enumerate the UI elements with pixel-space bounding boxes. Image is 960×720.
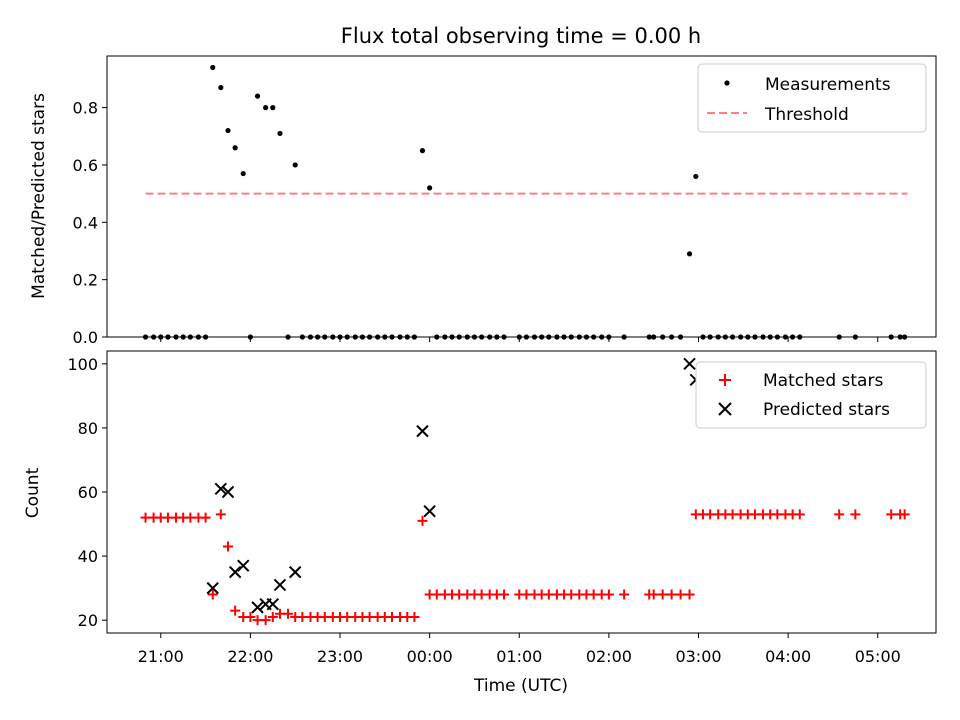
bottom-y-tick-label: 60	[78, 483, 98, 502]
matched-star-point	[619, 589, 630, 600]
measurement-point	[270, 105, 276, 111]
matched-star-point	[215, 509, 226, 520]
matched-star-point	[260, 615, 271, 626]
matched-star-point	[666, 589, 677, 600]
legend-matched-label: Matched stars	[763, 371, 883, 391]
measurement-point	[263, 105, 269, 111]
predicted-star-point	[683, 357, 696, 371]
legend-measurements-marker	[724, 80, 730, 86]
bottom-x-ticks: 21:00 22:00 23:00 00:00 01:00 02:00 03:00 04:00…	[138, 633, 901, 666]
top-legend-frame	[697, 63, 927, 133]
matched-star-point	[657, 589, 668, 600]
measurement-point	[292, 162, 298, 168]
predicted-star-point	[288, 565, 302, 579]
chart-title: Flux total observing time = 0.00 h	[341, 24, 701, 48]
matched-star-point	[684, 589, 695, 600]
top-x-ticks	[160, 337, 879, 342]
measurement-point	[419, 148, 426, 154]
predicted-star-point	[266, 597, 280, 611]
bottom-y-tick-label: 20	[78, 611, 98, 630]
legend-threshold-label: Threshold	[764, 105, 849, 125]
bottom-x-tick-label: 01:00	[496, 647, 542, 666]
bottom-y-tick-label: 40	[78, 547, 98, 566]
bottom-x-tick-label: 04:00	[765, 647, 811, 666]
top-y-ticks: 0.0 0.2 0.4 0.6 0.8	[73, 99, 107, 347]
matched-star-point	[409, 611, 420, 622]
matched-star-point	[899, 509, 910, 520]
measurement-point	[225, 127, 231, 134]
matched-star-point	[675, 589, 686, 600]
bottom-x-tick-label: 05:00	[855, 647, 901, 666]
measurement-point	[686, 251, 693, 257]
top-y-axis-label: Matched/Predicted stars	[29, 93, 49, 299]
measurement-point	[427, 185, 433, 191]
legend-measurements-label: Measurements	[765, 75, 891, 95]
top-y-tick-label: 0.4	[73, 213, 98, 232]
bottom-x-tick-label: 22:00	[227, 647, 273, 666]
matched-star-point	[417, 515, 428, 526]
measurement-point	[232, 145, 238, 151]
bottom-y-ticks: 20 40 60 80 100	[67, 355, 107, 630]
bottom-x-tick-label: 00:00	[407, 647, 453, 666]
bottom-panel: 20 40 60 80 100 21:00 22:00 23:00 00:00 01:00 02:…	[23, 350, 937, 696]
top-y-tick-label: 0.6	[73, 156, 98, 175]
matched-star-point	[648, 589, 659, 600]
matched-star-point	[834, 509, 845, 520]
matched-star-point	[886, 509, 897, 520]
bottom-x-tick-label: 23:00	[317, 647, 363, 666]
measurement-point	[693, 173, 699, 180]
matched-star-point	[794, 509, 805, 520]
matched-star-point	[245, 611, 256, 622]
matched-star-point	[603, 589, 614, 600]
predicted-star-point	[251, 601, 264, 614]
measurement-point	[277, 130, 283, 137]
top-y-tick-label: 0.8	[73, 99, 98, 118]
measurement-point	[240, 170, 246, 177]
matched-star-point	[222, 541, 233, 552]
predicted-star-point	[273, 578, 287, 592]
top-axes-frame	[106, 55, 937, 338]
matched-star-point	[207, 589, 218, 600]
predicted-star-point	[206, 581, 219, 595]
measurement-point	[210, 64, 216, 71]
bottom-axes-frame	[106, 350, 937, 634]
bottom-x-axis-label: Time (UTC)	[473, 676, 568, 696]
matched-star-point	[267, 611, 278, 622]
bottom-y-tick-label: 80	[78, 419, 98, 438]
bottom-y-tick-label: 100	[67, 355, 98, 374]
legend-predicted-label: Predicted stars	[763, 400, 890, 420]
bottom-x-tick-label: 03:00	[675, 647, 721, 666]
top-legend: Measurements Threshold	[697, 63, 927, 133]
legend-matched-marker	[719, 374, 731, 386]
matched-star-point	[230, 605, 241, 616]
matched-star-point	[283, 608, 294, 619]
matched-star-point	[850, 509, 861, 520]
top-panel: 0.00.20.40.60.8 Matched/Predicted stars …	[29, 55, 937, 347]
predicted-star-point	[423, 505, 436, 518]
predicted-star-point	[416, 424, 429, 438]
predicted-star-point	[221, 485, 235, 499]
predicted-star-point	[214, 482, 228, 496]
bottom-x-tick-label: 02:00	[586, 647, 632, 666]
predicted-star-point	[228, 565, 242, 579]
bottom-legend: Matched stars Predicted stars	[695, 361, 927, 429]
bottom-x-tick-label: 21:00	[138, 647, 184, 666]
bottom-legend-frame	[695, 361, 927, 429]
matched-star-point	[499, 589, 510, 600]
measurement-point	[254, 93, 261, 99]
top-y-tick-label: 0.0	[73, 328, 98, 347]
matched-star-point	[200, 512, 211, 523]
predicted-star-point	[237, 559, 250, 572]
measurement-point	[218, 84, 224, 91]
top-y-tick-label: 0.2	[73, 271, 98, 290]
bottom-y-axis-label: Count	[23, 467, 43, 518]
bottom-marks	[140, 357, 910, 626]
legend-predicted-marker	[718, 402, 732, 416]
